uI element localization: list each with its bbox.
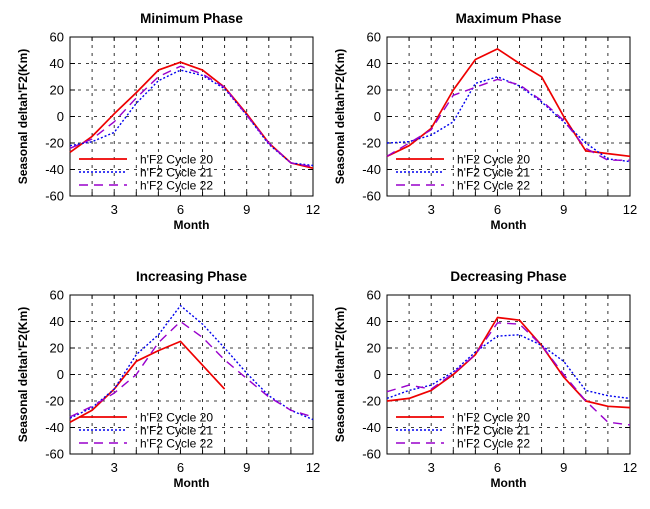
- series-line-cycle-22: [386, 322, 631, 426]
- legend-label: h'F2 Cycle 20: [140, 153, 213, 167]
- chart-panel-3: Increasing Phase -60 -40 -20 0 20 40 60 3 6 9 12 Mon…: [16, 269, 320, 490]
- y-tick-label: 20: [50, 341, 64, 356]
- legend-label: h'F2 Cycle 21: [457, 424, 530, 438]
- x-tick-label: 3: [428, 460, 435, 475]
- y-tick-label: -40: [45, 162, 64, 177]
- x-axis-label: Month: [491, 218, 527, 232]
- y-axis-label: Seasonal deltah'F2(Km): [333, 307, 347, 443]
- series-line-cycle-21: [69, 69, 314, 167]
- legend-label: h'F2 Cycle 20: [457, 411, 530, 425]
- y-tick-label: 0: [57, 367, 64, 382]
- y-tick-label: 40: [50, 314, 64, 329]
- y-tick-label: 40: [50, 56, 64, 71]
- x-tick-label: 9: [560, 202, 567, 217]
- y-axis-label: Seasonal deltah'F2(Km): [16, 49, 30, 185]
- x-tick-label: 3: [428, 202, 435, 217]
- chart-title: Decreasing Phase: [450, 269, 567, 284]
- x-tick-label: 3: [111, 202, 118, 217]
- legend-label: h'F2 Cycle 22: [457, 179, 530, 193]
- y-tick-label: 40: [367, 56, 381, 71]
- y-tick-label: -60: [362, 447, 381, 462]
- legend-label: h'F2 Cycle 20: [457, 153, 530, 167]
- legend-label: h'F2 Cycle 21: [140, 166, 213, 180]
- chart-panel-4: Decreasing Phase -60 -40 -20 0 20 40 60 3 6 9 12 Mon…: [333, 269, 637, 490]
- x-tick-label: 9: [560, 460, 567, 475]
- series-line-cycle-20: [386, 316, 631, 409]
- legend-label: h'F2 Cycle 21: [140, 424, 213, 438]
- y-tick-label: 40: [367, 314, 381, 329]
- y-tick-label: 60: [50, 30, 64, 45]
- y-tick-label: 20: [367, 83, 381, 98]
- y-axis-label: Seasonal deltah'F2(Km): [333, 49, 347, 185]
- x-axis-label: Month: [491, 476, 527, 490]
- series-line-cycle-20: [386, 48, 631, 158]
- x-tick-label: 6: [177, 460, 184, 475]
- y-tick-label: -40: [362, 162, 381, 177]
- x-tick-label: 12: [306, 202, 320, 217]
- x-axis-label: Month: [174, 476, 210, 490]
- legend-label: h'F2 Cycle 22: [140, 437, 213, 451]
- series-line-cycle-21: [69, 304, 314, 421]
- y-tick-label: 60: [50, 288, 64, 303]
- y-tick-label: -60: [45, 447, 64, 462]
- x-tick-label: 12: [623, 460, 637, 475]
- y-axis-label: Seasonal deltah'F2(Km): [16, 307, 30, 443]
- y-tick-label: 60: [367, 288, 381, 303]
- y-tick-label: 0: [374, 367, 381, 382]
- x-axis-label: Month: [174, 218, 210, 232]
- y-tick-label: 20: [367, 341, 381, 356]
- legend-label: h'F2 Cycle 21: [457, 166, 530, 180]
- x-tick-label: 9: [243, 460, 250, 475]
- chart-title: Increasing Phase: [136, 269, 248, 284]
- chart-title: Maximum Phase: [456, 11, 562, 26]
- legend-label: h'F2 Cycle 22: [140, 179, 213, 193]
- y-tick-label: 0: [374, 109, 381, 124]
- series-line-cycle-22: [386, 78, 630, 161]
- y-tick-label: 0: [57, 109, 64, 124]
- series-line-cycle-21: [386, 76, 631, 163]
- x-tick-label: 12: [306, 460, 320, 475]
- legend-label: h'F2 Cycle 22: [457, 437, 530, 451]
- chart-panel-2: Maximum Phase -60 -40 -20 0 20 40 60 3 6 9 12 Month S…: [333, 11, 637, 232]
- x-tick-label: 12: [623, 202, 637, 217]
- legend-label: h'F2 Cycle 20: [140, 411, 213, 425]
- x-tick-label: 6: [177, 202, 184, 217]
- y-tick-label: -60: [45, 189, 64, 204]
- series-line-cycle-21: [386, 334, 631, 400]
- series-line-cycle-22: [69, 320, 314, 418]
- y-tick-label: -60: [362, 189, 381, 204]
- x-tick-label: 3: [111, 460, 118, 475]
- x-tick-label: 9: [243, 202, 250, 217]
- x-tick-label: 6: [494, 202, 501, 217]
- y-tick-label: -20: [45, 136, 64, 151]
- x-tick-label: 6: [494, 460, 501, 475]
- chart-title: Minimum Phase: [140, 11, 243, 26]
- series-line-cycle-20: [69, 340, 226, 423]
- chart-panel-1: Minimum Phase -60 -40 -20 0 20 40 60 3 6 9 12 Month S…: [16, 11, 320, 232]
- series-line-cycle-20: [69, 61, 314, 170]
- y-tick-label: -40: [45, 420, 64, 435]
- y-tick-label: 60: [367, 30, 381, 45]
- y-tick-label: -20: [45, 394, 64, 409]
- y-tick-label: -20: [362, 394, 381, 409]
- y-tick-label: -40: [362, 420, 381, 435]
- y-tick-label: -20: [362, 136, 381, 151]
- y-tick-label: 20: [50, 83, 64, 98]
- series-line-cycle-22: [69, 65, 314, 168]
